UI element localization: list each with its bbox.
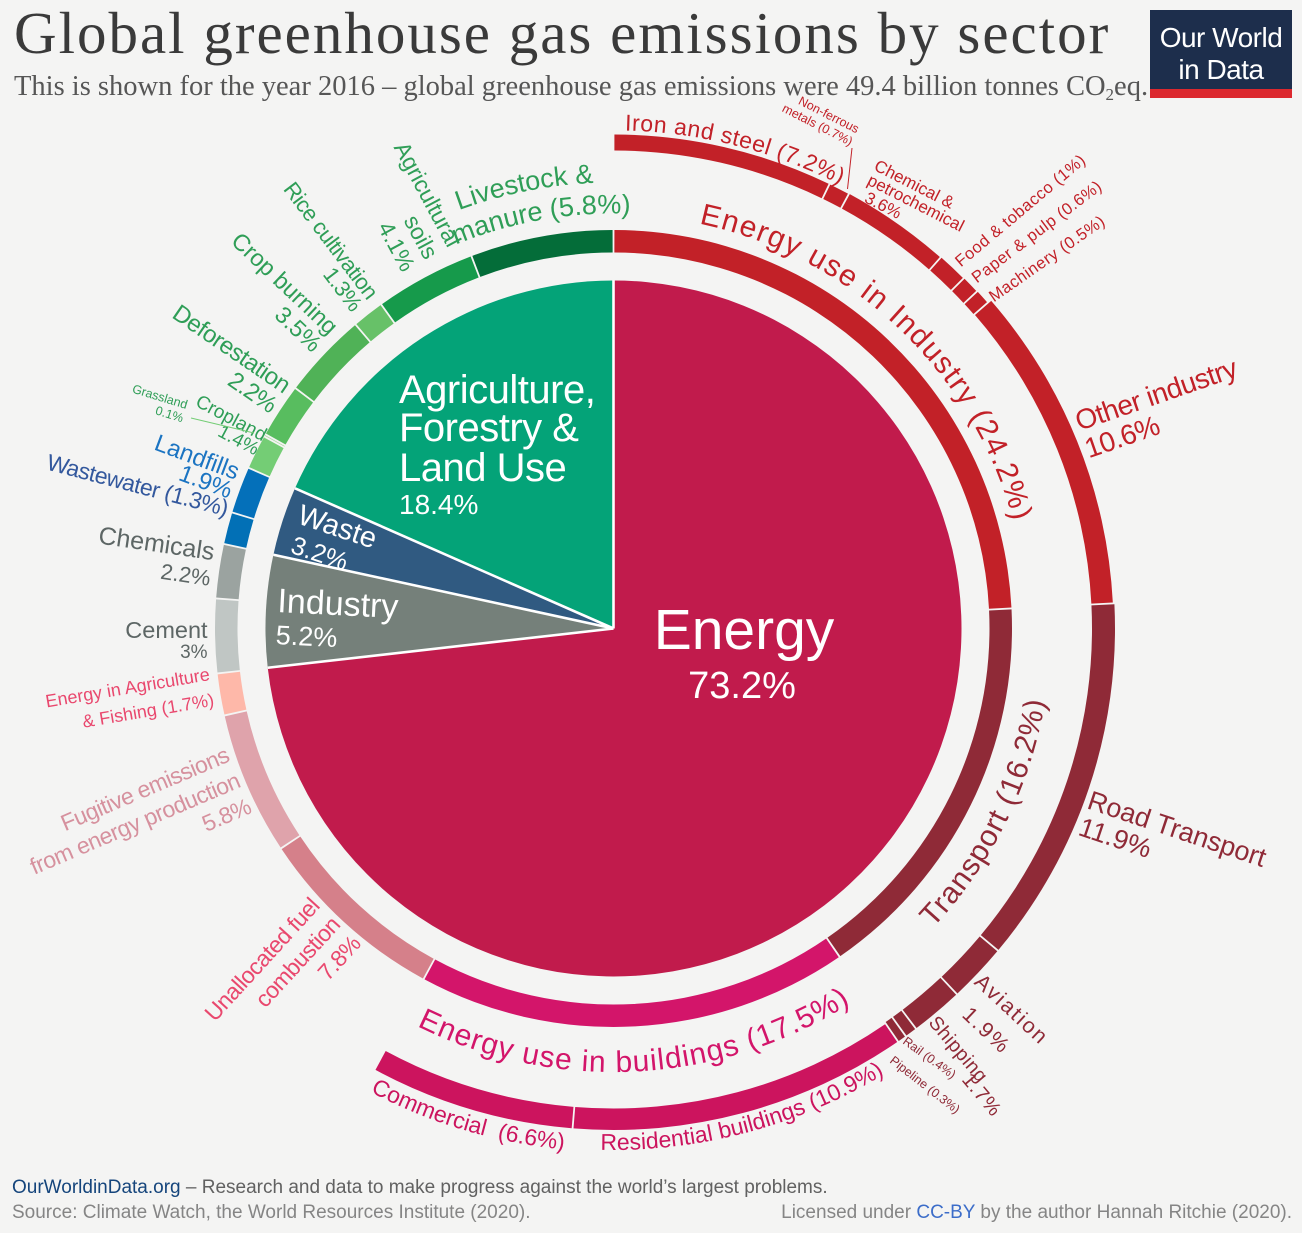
svg-text:73.2%: 73.2%	[688, 665, 796, 707]
svg-text:Licensed under CC-BY by the au: Licensed under CC-BY by the author Hanna…	[781, 1202, 1292, 1223]
svg-text:3%: 3%	[180, 642, 208, 663]
svg-text:OurWorldinData.org – Research: OurWorldinData.org – Research and data t…	[12, 1177, 828, 1198]
svg-text:Our World: Our World	[1160, 22, 1283, 53]
svg-text:Source: Climate Watch, the Wor: Source: Climate Watch, the World Resourc…	[12, 1202, 531, 1223]
svg-text:Global greenhouse gas emission: Global greenhouse gas emissions by secto…	[14, 0, 1110, 66]
svg-text:18.4%: 18.4%	[399, 489, 478, 520]
svg-text:Cement: Cement	[125, 617, 208, 643]
svg-text:This is shown for the year 201: This is shown for the year 2016 – global…	[14, 71, 1148, 104]
svg-text:Land Use: Land Use	[399, 446, 566, 490]
svg-text:Energy: Energy	[654, 598, 835, 662]
svg-text:Agriculture,: Agriculture,	[399, 368, 595, 412]
svg-text:Industry: Industry	[277, 582, 400, 626]
svg-text:Forestry &: Forestry &	[399, 406, 579, 450]
svg-text:5.2%: 5.2%	[275, 620, 338, 653]
svg-text:in Data: in Data	[1178, 54, 1264, 85]
